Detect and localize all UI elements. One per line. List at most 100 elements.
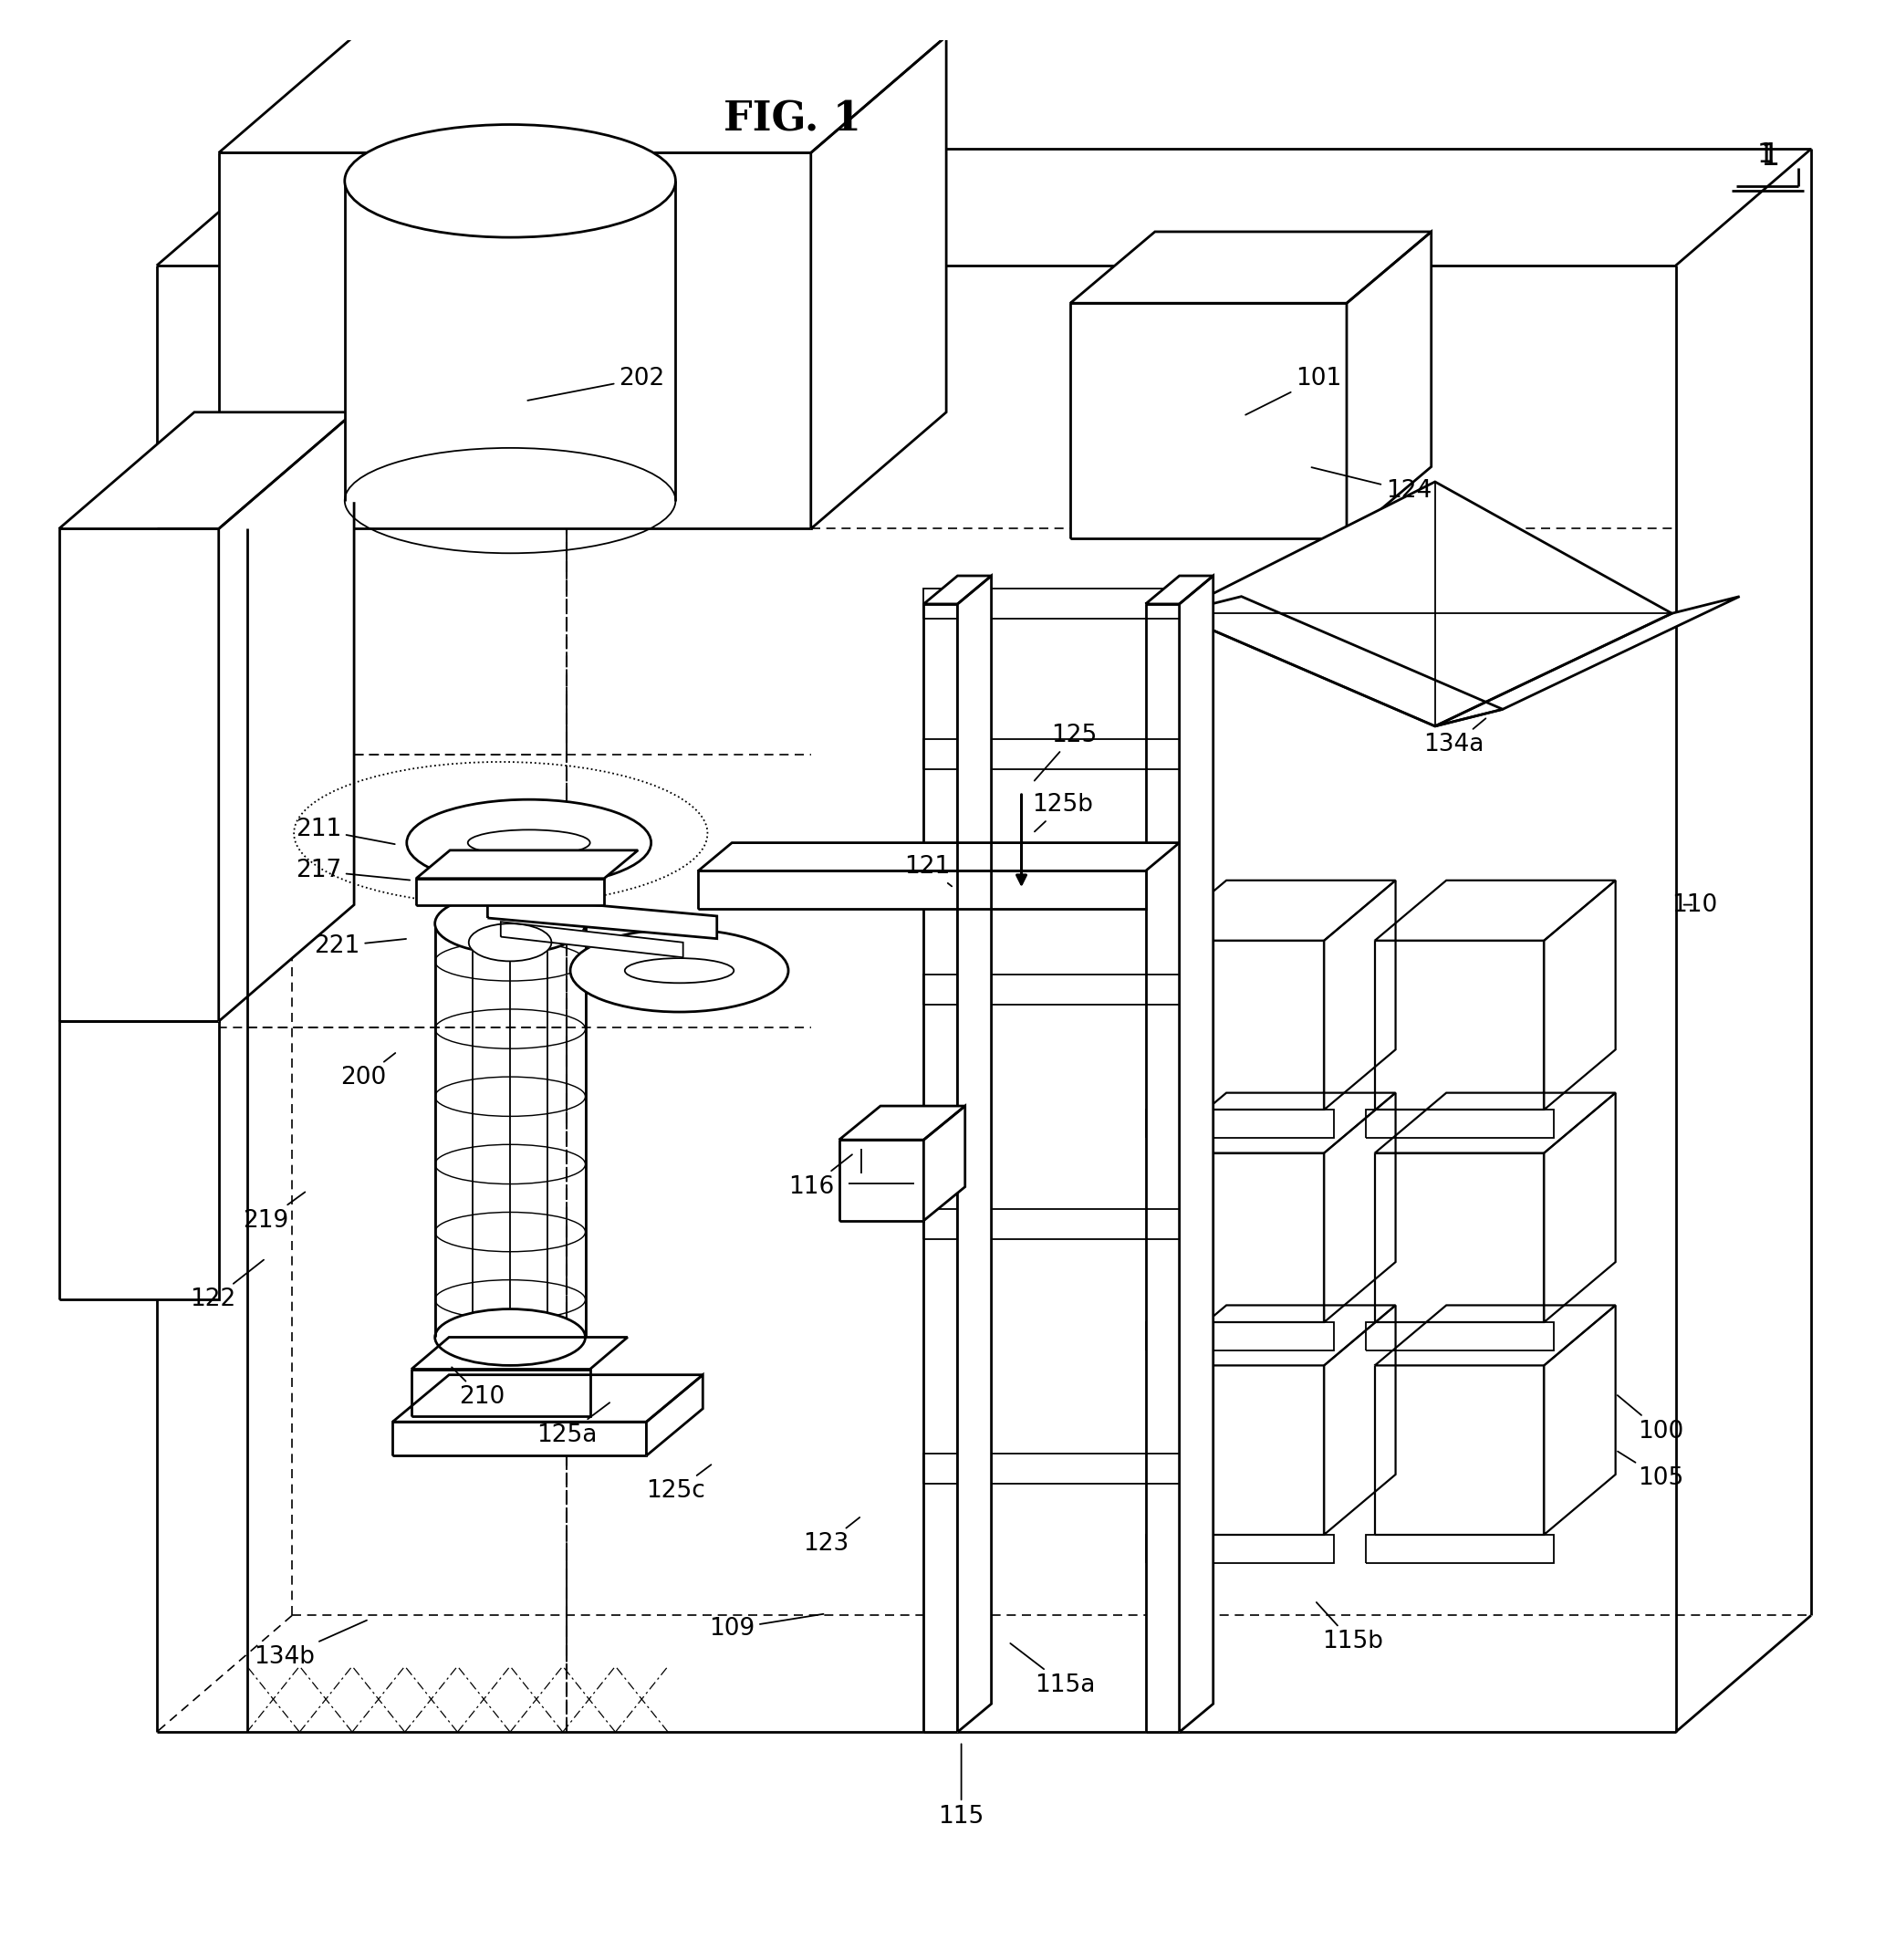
Polygon shape [1146, 1535, 1333, 1562]
Polygon shape [1323, 1094, 1395, 1323]
Text: 125b: 125b [1033, 794, 1093, 831]
Text: 219: 219 [243, 1192, 305, 1233]
Polygon shape [924, 1209, 1180, 1239]
Polygon shape [392, 1421, 647, 1456]
Polygon shape [1146, 1323, 1333, 1350]
Text: 210: 210 [452, 1368, 505, 1409]
Polygon shape [417, 878, 603, 906]
Text: 101: 101 [1246, 367, 1342, 416]
Polygon shape [1544, 880, 1615, 1109]
Polygon shape [647, 1374, 703, 1456]
Polygon shape [924, 576, 992, 604]
Polygon shape [1071, 231, 1431, 304]
Text: 121: 121 [905, 855, 952, 886]
Polygon shape [1374, 1152, 1544, 1323]
Polygon shape [1434, 596, 1740, 727]
Polygon shape [924, 1105, 965, 1221]
Polygon shape [345, 180, 675, 500]
Text: FIG. 1: FIG. 1 [724, 100, 861, 139]
Polygon shape [1374, 1094, 1615, 1152]
Polygon shape [1180, 576, 1214, 1733]
Polygon shape [219, 35, 946, 153]
Text: 1: 1 [1757, 141, 1776, 169]
Polygon shape [156, 149, 1811, 265]
Polygon shape [924, 739, 1180, 770]
Polygon shape [501, 921, 682, 956]
Polygon shape [1174, 482, 1672, 727]
Polygon shape [411, 1337, 628, 1370]
Polygon shape [839, 1105, 965, 1141]
Polygon shape [1544, 1094, 1615, 1323]
Polygon shape [1156, 1305, 1395, 1366]
Polygon shape [1156, 880, 1395, 941]
Text: 115: 115 [939, 1744, 984, 1829]
Ellipse shape [469, 923, 552, 960]
Polygon shape [1156, 1366, 1323, 1535]
Polygon shape [488, 896, 716, 939]
Polygon shape [811, 35, 946, 529]
Polygon shape [924, 588, 1180, 619]
Polygon shape [1146, 576, 1214, 604]
Text: 116: 116 [788, 1154, 852, 1200]
Polygon shape [697, 870, 1146, 909]
Polygon shape [958, 576, 992, 1733]
Text: 134b: 134b [254, 1621, 368, 1668]
Polygon shape [1146, 604, 1180, 1733]
Polygon shape [924, 974, 1180, 1004]
Polygon shape [1374, 1305, 1615, 1366]
Text: 1: 1 [1761, 141, 1779, 172]
Polygon shape [58, 1021, 219, 1299]
Polygon shape [1156, 1094, 1395, 1152]
Text: 100: 100 [1617, 1396, 1683, 1443]
Text: 124: 124 [1312, 466, 1431, 504]
Polygon shape [1156, 1152, 1323, 1323]
Polygon shape [417, 851, 637, 878]
Polygon shape [1323, 880, 1395, 1109]
Text: 211: 211 [296, 817, 394, 845]
Polygon shape [1071, 304, 1346, 539]
Polygon shape [58, 529, 219, 1021]
Text: 221: 221 [315, 935, 405, 958]
Text: 202: 202 [528, 367, 665, 400]
Polygon shape [1365, 1535, 1553, 1562]
Polygon shape [1374, 1366, 1544, 1535]
Polygon shape [1346, 231, 1431, 539]
Text: 217: 217 [296, 858, 409, 882]
Ellipse shape [435, 1309, 586, 1366]
Polygon shape [1676, 149, 1811, 1733]
Polygon shape [1365, 1323, 1553, 1350]
Polygon shape [1365, 1109, 1553, 1139]
Polygon shape [1323, 1305, 1395, 1535]
Ellipse shape [571, 929, 788, 1011]
Polygon shape [1374, 880, 1615, 941]
Ellipse shape [345, 125, 675, 237]
Polygon shape [1146, 1109, 1333, 1139]
Polygon shape [156, 265, 1676, 1733]
Polygon shape [1544, 1305, 1615, 1535]
Polygon shape [1156, 941, 1323, 1109]
Polygon shape [1374, 941, 1544, 1109]
Text: 125: 125 [1035, 723, 1097, 780]
Text: 109: 109 [709, 1613, 824, 1641]
Polygon shape [839, 1141, 924, 1221]
Text: 134a: 134a [1423, 719, 1485, 757]
Ellipse shape [435, 894, 586, 955]
Text: 125a: 125a [535, 1403, 609, 1446]
Text: 122: 122 [190, 1260, 264, 1311]
Text: 115a: 115a [1010, 1642, 1095, 1697]
Polygon shape [924, 604, 958, 1733]
Polygon shape [58, 412, 354, 529]
Ellipse shape [407, 800, 650, 886]
Text: 200: 200 [341, 1053, 396, 1090]
Polygon shape [392, 1374, 703, 1421]
Text: 105: 105 [1617, 1450, 1683, 1490]
Polygon shape [697, 843, 1180, 870]
Text: 115b: 115b [1316, 1603, 1384, 1654]
Polygon shape [411, 1370, 590, 1417]
Text: 110: 110 [1672, 894, 1717, 917]
Text: 123: 123 [803, 1517, 860, 1556]
Polygon shape [219, 153, 811, 529]
Polygon shape [924, 1454, 1180, 1484]
Text: 125c: 125c [647, 1464, 711, 1503]
Polygon shape [1174, 596, 1502, 727]
